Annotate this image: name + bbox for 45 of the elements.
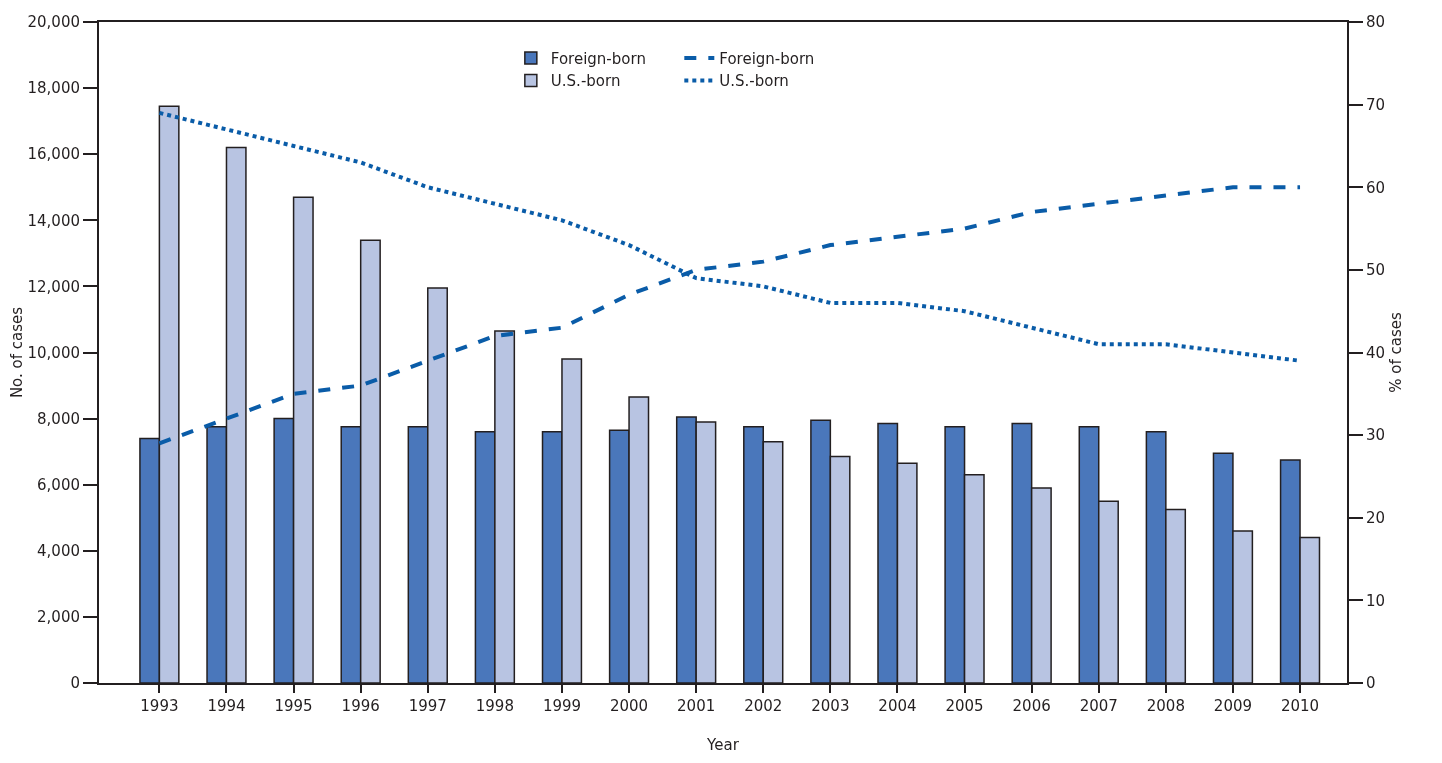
x-tick-label: 2000	[609, 697, 649, 715]
y2-tick-label: 10	[1366, 591, 1386, 610]
y2-tick-label: 80	[1366, 13, 1386, 32]
y-tick-label: 10,000	[27, 343, 80, 362]
legend-label: Foreign-born	[719, 49, 815, 68]
y2-tick-label: 60	[1366, 178, 1386, 197]
y-tick-label: 18,000	[27, 79, 80, 98]
y-tick-label: 2,000	[37, 608, 80, 627]
y2-tick-label: 20	[1366, 509, 1386, 527]
legend-label: Foreign-born	[550, 49, 646, 68]
x-tick-label: 2007	[1079, 697, 1118, 715]
x-tick-label: 1995	[274, 697, 313, 715]
x-tick-label: 2010	[1280, 697, 1320, 715]
y-tick-label: 20,000	[27, 13, 80, 32]
y-tick-label: 0	[70, 674, 80, 693]
y-tick-label: 14,000	[27, 211, 80, 230]
x-tick-label: 2005	[945, 697, 984, 715]
x-tick-label: 2004	[878, 697, 917, 715]
x-tick-label: 2001	[677, 697, 716, 715]
legend-label: U.S.-born	[550, 72, 621, 91]
y-tick-label: 4,000	[37, 542, 80, 561]
x-tick-label: 2002	[744, 697, 783, 715]
x-tick-label: 2008	[1146, 697, 1185, 715]
x-tick-label: 2003	[811, 697, 850, 715]
x-tick-label: 1996	[341, 697, 380, 715]
y-tick-label: 16,000	[27, 145, 80, 164]
legend-label: U.S.-born	[719, 72, 789, 91]
y-tick-label: 6,000	[37, 475, 80, 494]
y2-axis-title: % of cases	[1387, 312, 1406, 393]
x-axis-title: Year	[706, 735, 740, 754]
x-tick-label: 1997	[408, 697, 447, 715]
y-tick-label: 12,000	[27, 277, 80, 296]
x-tick-label: 1998	[475, 697, 514, 715]
y2-tick-label: 0	[1366, 674, 1376, 693]
x-tick-label: 1994	[207, 697, 246, 715]
y2-tick-label: 40	[1366, 343, 1386, 362]
y2-tick-label: 70	[1366, 95, 1386, 114]
y-tick-label: 8,000	[37, 409, 80, 428]
x-tick-label: 2006	[1012, 697, 1051, 715]
y2-tick-label: 50	[1366, 261, 1386, 280]
y-axis-title: No. of cases	[7, 306, 26, 399]
x-tick-label: 1999	[542, 697, 582, 715]
y2-tick-label: 30	[1366, 426, 1386, 445]
x-tick-label: 2009	[1213, 697, 1253, 715]
x-tick-label: 1993	[140, 697, 179, 715]
